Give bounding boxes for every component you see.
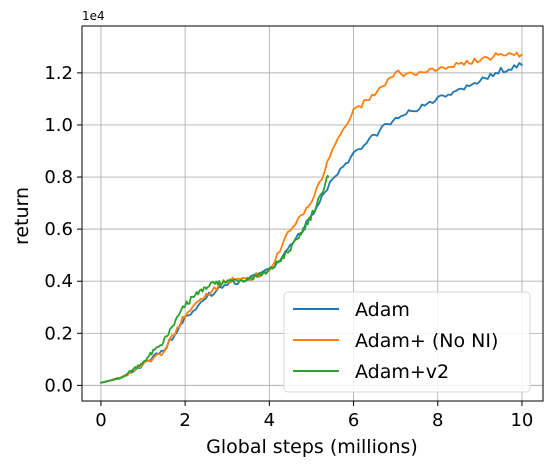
- y-tick-label: 1.2: [44, 63, 73, 84]
- legend: Adam Adam+ (No NI) Adam+v2: [283, 291, 531, 393]
- x-axis: 0 2 4 6 8 10: [95, 401, 533, 431]
- x-axis-label: Global steps (millions): [206, 436, 418, 458]
- y-offset-label: 1e4: [82, 9, 105, 23]
- plot-frame: [81, 25, 544, 402]
- x-tick-label: 4: [264, 410, 275, 431]
- legend-box: [283, 291, 531, 393]
- y-tick-label: 0.4: [44, 271, 73, 292]
- x-tick-label: 8: [432, 410, 443, 431]
- series-lines: [100, 51, 523, 384]
- x-tick-label: 10: [510, 410, 533, 431]
- y-tick-label: 0.8: [44, 167, 73, 188]
- y-tick-label: 0.2: [44, 323, 73, 344]
- y-tick-label: 1.0: [44, 115, 73, 136]
- x-tick-label: 2: [179, 410, 190, 431]
- legend-label: Adam+v2: [355, 361, 449, 383]
- legend-label: Adam+ (No NI): [355, 330, 498, 352]
- series-line-adam-plus-v2: [100, 174, 330, 384]
- y-tick-label: 0.0: [44, 375, 73, 396]
- series-line-adam-plus-no-ni: [100, 51, 523, 384]
- x-tick-label: 0: [95, 410, 106, 431]
- y-tick-label: 0.6: [44, 219, 73, 240]
- y-axis: 0.0 0.2 0.4 0.6 0.8 1.0 1.2: [44, 63, 82, 396]
- legend-label: Adam: [355, 299, 410, 321]
- grid: [82, 26, 543, 401]
- y-axis-label: return: [11, 187, 33, 245]
- x-tick-label: 6: [348, 410, 359, 431]
